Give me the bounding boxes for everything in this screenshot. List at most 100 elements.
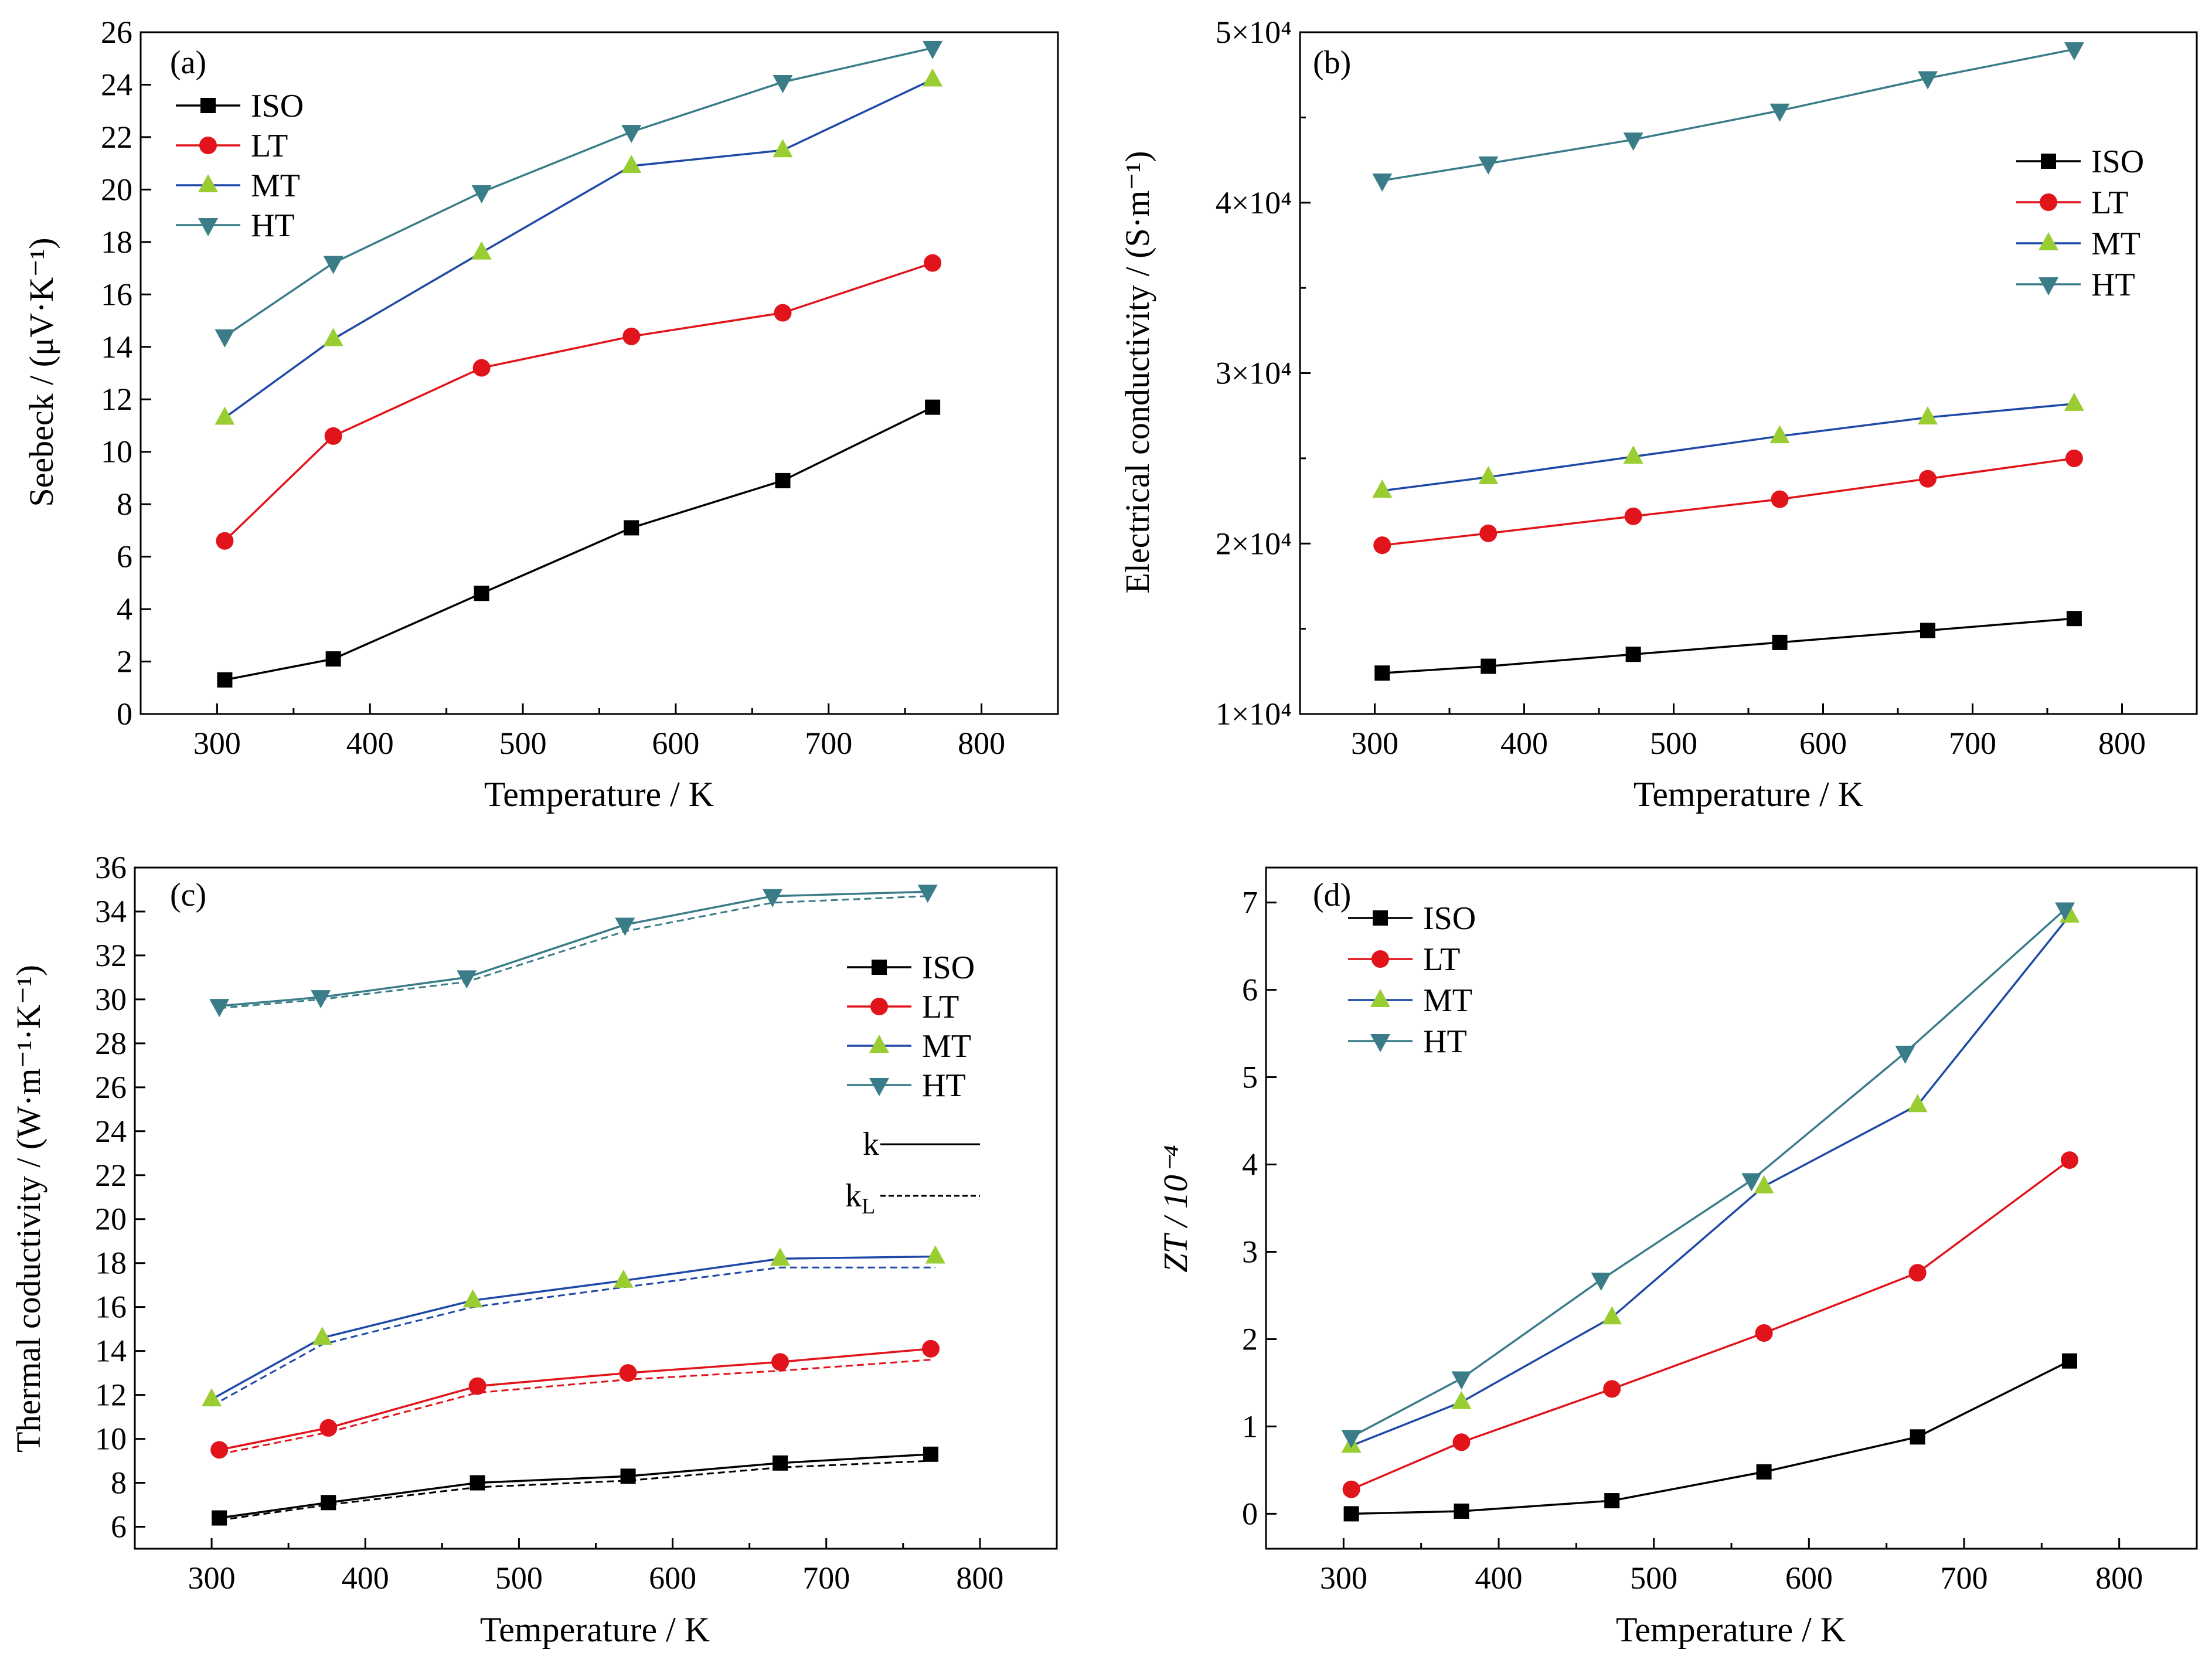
data-point-lt [622,327,641,345]
y-tick-label: 2 [117,644,132,679]
data-point-lt [922,1339,940,1358]
y-tick-label: 12 [101,382,132,417]
y-tick-label: 1 [1242,1409,1258,1444]
data-point-mt [1372,480,1393,498]
legend-label-mt: MT [2091,226,2140,262]
y-tick-label: 1×10⁴ [1216,696,1292,732]
legend-marker-ht [1370,1034,1390,1052]
legend-marker-lt [2040,193,2057,211]
data-point-ht [471,185,492,203]
series-line-lt [1350,1159,2071,1491]
data-point-ht [2055,902,2075,921]
data-point-iso [1374,665,1390,681]
y-tick-label: 26 [95,1070,127,1105]
legend-marker-mt [1370,989,1390,1007]
series-line-ht [1350,909,2066,1438]
series-line-iso [219,1453,931,1519]
series-line-ht [219,890,928,1007]
x-tick-label: 800 [956,1560,1003,1596]
x-tick-label: 800 [2098,726,2146,761]
data-point-mt [1623,445,1643,464]
data-point-ht [1918,71,1938,90]
data-point-iso [773,1455,788,1471]
y-tick-label: 18 [95,1246,127,1281]
data-point-mt [613,1269,634,1288]
data-point-iso [474,586,489,601]
y-tick-label: 16 [95,1290,127,1325]
legend-marker-iso [200,98,216,113]
y-tick-label: 4 [117,591,132,627]
data-point-ht [1591,1273,1611,1291]
data-point-iso [1454,1503,1469,1519]
legend-kl-label: kL [845,1178,875,1219]
data-point-ht [917,885,938,903]
legend-label-mt: MT [922,1028,971,1065]
data-point-mt [1907,1094,1928,1113]
y-tick-label: 5 [1242,1060,1258,1095]
legend: ISO LT MT HT [2016,144,2144,303]
data-point-ht [2064,42,2084,61]
data-point-lt [619,1364,637,1382]
y-tick-label: 8 [111,1465,127,1501]
legend-label-ht: HT [2091,267,2135,303]
panel-label: (b) [1313,45,1351,81]
y-tick-label: 20 [95,1202,127,1237]
x-tick-label: 800 [2095,1560,2143,1596]
chart-panel-2: 300 400 500 600 700 800 1×10⁴ 2×10⁴ 3×10⁴ 4×10⁴ 5×… [1118,15,2198,814]
x-tick-label: 400 [342,1560,389,1596]
data-point-lt [216,532,234,550]
data-point-lt [1771,490,1789,508]
data-point-mt [471,241,492,260]
data-point-ht [323,256,343,274]
data-point-lt [1373,536,1391,555]
data-point-ht [1623,132,1643,151]
data-point-lt [2065,449,2083,467]
data-point-ht [457,970,477,989]
data-point-iso [1910,1429,1925,1445]
y-tick-label: 22 [95,1158,127,1193]
data-point-iso [1343,1506,1359,1522]
legend-marker-ht [2039,277,2058,295]
y-tick-label: 4 [1242,1147,1258,1182]
x-tick-label: 500 [1650,726,1697,761]
y-tick-label: 0 [117,696,132,732]
y-tick-label: 10 [95,1422,127,1457]
data-point-iso [2061,1353,2077,1369]
legend-marker-iso [2041,154,2056,169]
y-tick-label: 14 [101,329,132,365]
data-point-lt [771,1353,789,1371]
data-point-mt [770,1247,791,1266]
y-tick-label: 20 [101,172,132,207]
data-point-iso [217,672,233,688]
data-point-mt [1602,1306,1622,1325]
series-kl-line-ht [219,895,928,1009]
x-tick-label: 300 [193,726,241,761]
y-tick-label: 32 [95,938,127,973]
legend: ISO LT MT HT [176,88,304,244]
series-line-mt [211,1255,935,1400]
series-line-lt [219,1348,931,1451]
data-point-lt [2060,1151,2078,1169]
legend-label-iso: ISO [922,950,975,986]
data-point-mt [773,139,793,158]
data-point-ht [773,74,793,93]
series-kl-line-iso [219,1460,931,1521]
x-tick-label: 600 [649,1560,696,1596]
y-tick-label: 3×10⁴ [1216,356,1292,391]
series-line-lt [1382,457,2075,546]
data-point-mt [202,1388,222,1407]
data-point-ht [1372,173,1393,192]
data-point-lt [924,254,942,272]
y-tick-label: 24 [95,1114,127,1149]
data-point-lt [324,427,342,445]
data-point-mt [1451,1390,1472,1409]
data-point-mt [312,1327,332,1345]
x-tick-label: 500 [499,726,547,761]
data-point-ht [1451,1371,1472,1390]
data-point-ht [1741,1173,1762,1192]
legend-label-ht: HT [251,208,295,244]
data-point-iso [775,472,791,488]
data-point-mt [1769,425,1790,444]
plot-frame [134,866,1058,1550]
x-tick-label: 700 [802,1560,850,1596]
